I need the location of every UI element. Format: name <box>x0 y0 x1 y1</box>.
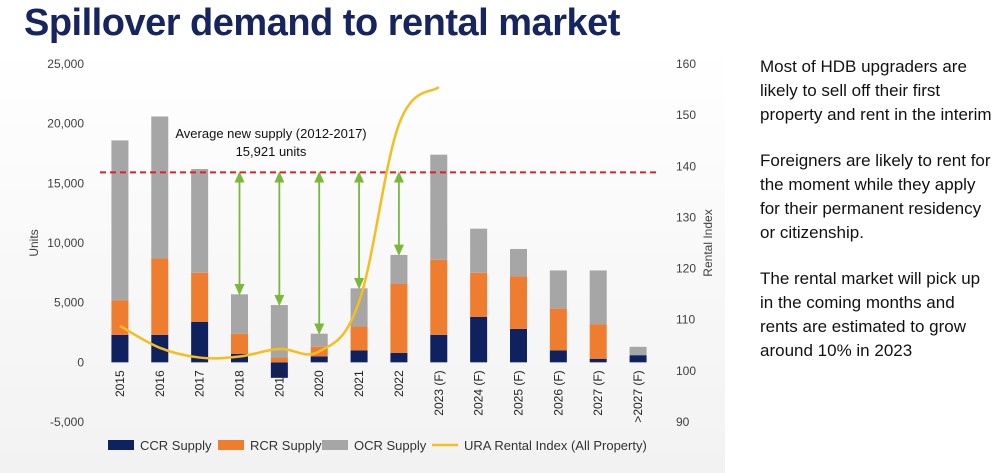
bar-rcr-7 <box>390 283 408 353</box>
x-tick-label: 2027 (F) <box>591 370 605 415</box>
bar-ccr-0 <box>111 334 129 363</box>
y-axis-title: Units <box>27 229 41 256</box>
note-upgraders: Most of HDB upgraders are likely to sell… <box>760 57 992 124</box>
bar-ocr-0 <box>111 140 129 301</box>
legend-swatch-rcr <box>218 440 244 450</box>
y-tick-label: 20,000 <box>47 117 84 131</box>
legend-label-rcr: RCR Supply <box>250 438 322 453</box>
bar-ocr-4 <box>270 305 288 358</box>
x-tick-label: 2025 (F) <box>512 370 526 415</box>
page-title: Spillover demand to rental market <box>24 2 620 44</box>
x-tick-label: 2017 <box>193 370 207 397</box>
y-tick-label: 0 <box>77 355 84 369</box>
x-tick-label: 2015 <box>113 370 127 397</box>
bar-ccr-5 <box>310 356 328 363</box>
y2-tick-label: 130 <box>676 210 696 224</box>
bar-ccr-8 <box>430 334 448 363</box>
bar-ccr-6 <box>350 350 368 363</box>
y-tick-label: 15,000 <box>47 176 84 190</box>
average-supply-value-label: 15,921 units <box>236 144 307 159</box>
legend-swatch-ccr <box>108 440 134 450</box>
bar-ccr-2 <box>191 321 209 363</box>
bar-ocr-8 <box>430 154 448 260</box>
bar-rcr-11 <box>549 308 567 351</box>
y2-axis-title: Rental Index <box>701 209 715 276</box>
y-tick-label: 10,000 <box>47 236 84 250</box>
bar-rcr-1 <box>151 258 169 335</box>
legend-swatch-ocr <box>322 440 348 450</box>
bar-rcr-8 <box>430 259 448 335</box>
x-tick-label: 2022 <box>392 370 406 397</box>
bar-ccr-4 <box>270 362 288 378</box>
legend-label-ocr: OCR Supply <box>354 438 427 453</box>
x-tick-label: 2026 (F) <box>551 370 565 415</box>
bar-rcr-3 <box>231 333 248 354</box>
bar-ocr-1 <box>151 116 169 259</box>
bar-rcr-6 <box>350 326 368 351</box>
bar-ocr-3 <box>231 294 248 334</box>
y-tick-label: -5,000 <box>50 415 84 429</box>
bar-ocr-9 <box>470 228 488 273</box>
bar-ccr-7 <box>390 352 408 363</box>
y2-tick-label: 120 <box>676 262 696 276</box>
x-tick-label: 2018 <box>233 370 247 397</box>
note-rental-outlook: The rental market will pick up in the co… <box>760 269 981 360</box>
bar-rcr-10 <box>510 276 527 329</box>
rental-index-line <box>119 85 440 360</box>
bar-ccr-11 <box>549 350 567 363</box>
bar-rcr-4 <box>270 357 288 363</box>
x-tick-label: 2021 <box>352 370 366 397</box>
x-tick-label: >2027 (F) <box>631 370 645 422</box>
bar-rcr-0 <box>111 300 129 335</box>
right-axis: 90 100 110 120 130 140 150 160 <box>676 57 696 429</box>
legend-label-ccr: CCR Supply <box>140 438 212 453</box>
bar-ocr-13 <box>629 346 647 356</box>
y2-tick-label: 90 <box>676 415 690 429</box>
left-axis: -5,000 0 5,000 10,000 15,000 20,000 25,000 <box>47 57 84 429</box>
y2-tick-label: 100 <box>676 364 696 378</box>
legend-label-index: URA Rental Index (All Property) <box>464 438 647 453</box>
y2-tick-label: 140 <box>676 159 696 173</box>
bar-ccr-12 <box>589 358 607 363</box>
bar-ocr-7 <box>390 254 408 284</box>
x-tick-label: 2019 <box>272 370 286 397</box>
bars <box>111 116 647 378</box>
notes-panel: Most of HDB upgraders are likely to sell… <box>760 55 995 385</box>
legend: CCR Supply RCR Supply OCR Supply URA Rental… <box>108 438 647 453</box>
shortfall-arrows <box>234 171 404 335</box>
y-tick-label: 5,000 <box>54 296 84 310</box>
average-supply-label: Average new supply (2012-2017) <box>175 126 366 141</box>
bar-rcr-2 <box>191 272 209 322</box>
supply-chart: -5,000 0 5,000 10,000 15,000 20,000 25,000 90 1… <box>27 57 715 453</box>
bar-ccr-9 <box>470 316 488 363</box>
bar-ocr-11 <box>549 270 567 309</box>
x-axis-labels: 2015 2016 2017 2018 2019 2020 2021 2022 2023 (F)… <box>113 370 645 423</box>
x-tick-label: 2023 (F) <box>432 370 446 415</box>
bar-ccr-3 <box>231 353 248 363</box>
note-foreigners: Foreigners are likely to rent for the mo… <box>760 151 991 242</box>
y2-tick-label: 160 <box>676 57 696 71</box>
x-tick-label: 2016 <box>153 370 167 397</box>
y-tick-label: 25,000 <box>47 57 84 71</box>
bar-rcr-9 <box>470 272 488 317</box>
bar-ocr-2 <box>191 169 209 273</box>
bar-ocr-5 <box>310 333 328 347</box>
bar-ocr-6 <box>350 288 368 327</box>
bar-ccr-13 <box>629 355 647 363</box>
y2-tick-label: 150 <box>676 108 696 122</box>
y2-tick-label: 110 <box>676 313 695 327</box>
x-tick-label: 2020 <box>312 370 326 397</box>
x-tick-label: 2024 (F) <box>472 370 486 415</box>
bar-ccr-10 <box>510 328 527 363</box>
bar-rcr-12 <box>589 324 607 359</box>
bar-ocr-12 <box>589 270 607 325</box>
bar-ocr-10 <box>510 248 527 277</box>
